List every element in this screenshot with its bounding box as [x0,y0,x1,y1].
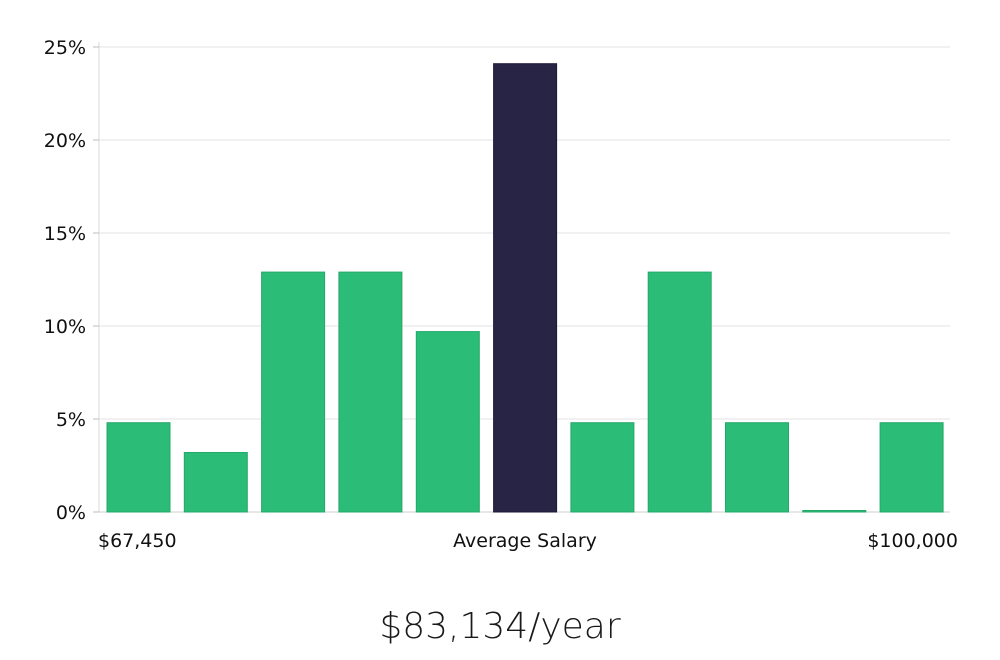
highlighted-bar [493,63,558,513]
bar [725,422,789,513]
bar [879,422,944,513]
bar [183,452,248,513]
y-tick-labels: 0% 5% 10% 15% 20% 25% [44,37,99,524]
bar [570,422,635,513]
y-tick-label: 15% [44,223,86,245]
bar [415,331,480,513]
x-min-label: $67,450 [98,530,177,552]
x-axis-labels: $67,450 Average Salary $100,000 [98,530,958,552]
y-tick-label: 25% [44,37,86,59]
bars [106,63,944,513]
bar [106,422,171,513]
chart-svg: 0% 5% 10% 15% 20% 25% $67,450 Average Salary … [44,37,958,552]
y-tick-label: 5% [56,409,86,431]
x-axis-title: Average Salary [453,530,597,552]
y-tick-label: 20% [44,130,86,152]
bar [261,271,326,513]
y-tick-label: 0% [56,502,86,524]
bar [338,271,403,513]
y-tick-label: 10% [44,316,86,338]
bar [647,271,712,513]
x-max-label: $100,000 [867,530,958,552]
bar [802,510,867,513]
average-salary-value: $83,134/year [379,606,621,647]
